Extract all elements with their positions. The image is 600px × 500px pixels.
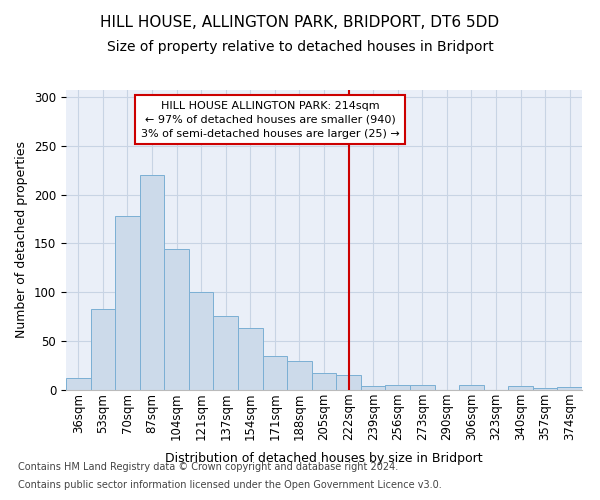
Bar xyxy=(385,385,410,390)
Bar xyxy=(533,388,557,390)
Bar xyxy=(164,250,189,390)
Text: HILL HOUSE, ALLINGTON PARK, BRIDPORT, DT6 5DD: HILL HOUSE, ALLINGTON PARK, BRIDPORT, DT… xyxy=(100,15,500,30)
Bar xyxy=(287,360,312,390)
Bar xyxy=(508,386,533,390)
X-axis label: Distribution of detached houses by size in Bridport: Distribution of detached houses by size … xyxy=(165,452,483,464)
Bar xyxy=(91,309,115,390)
Bar xyxy=(557,387,582,390)
Bar xyxy=(361,386,385,390)
Text: HILL HOUSE ALLINGTON PARK: 214sqm
← 97% of detached houses are smaller (940)
3% : HILL HOUSE ALLINGTON PARK: 214sqm ← 97% … xyxy=(140,100,400,138)
Text: Contains HM Land Registry data © Crown copyright and database right 2024.: Contains HM Land Registry data © Crown c… xyxy=(18,462,398,472)
Bar xyxy=(238,328,263,390)
Bar xyxy=(459,385,484,390)
Bar xyxy=(214,316,238,390)
Bar xyxy=(312,374,336,390)
Bar xyxy=(189,292,214,390)
Text: Contains public sector information licensed under the Open Government Licence v3: Contains public sector information licen… xyxy=(18,480,442,490)
Bar xyxy=(140,175,164,390)
Bar xyxy=(66,378,91,390)
Text: Size of property relative to detached houses in Bridport: Size of property relative to detached ho… xyxy=(107,40,493,54)
Bar xyxy=(263,356,287,390)
Bar xyxy=(115,216,140,390)
Bar xyxy=(336,376,361,390)
Y-axis label: Number of detached properties: Number of detached properties xyxy=(16,142,28,338)
Bar xyxy=(410,385,434,390)
